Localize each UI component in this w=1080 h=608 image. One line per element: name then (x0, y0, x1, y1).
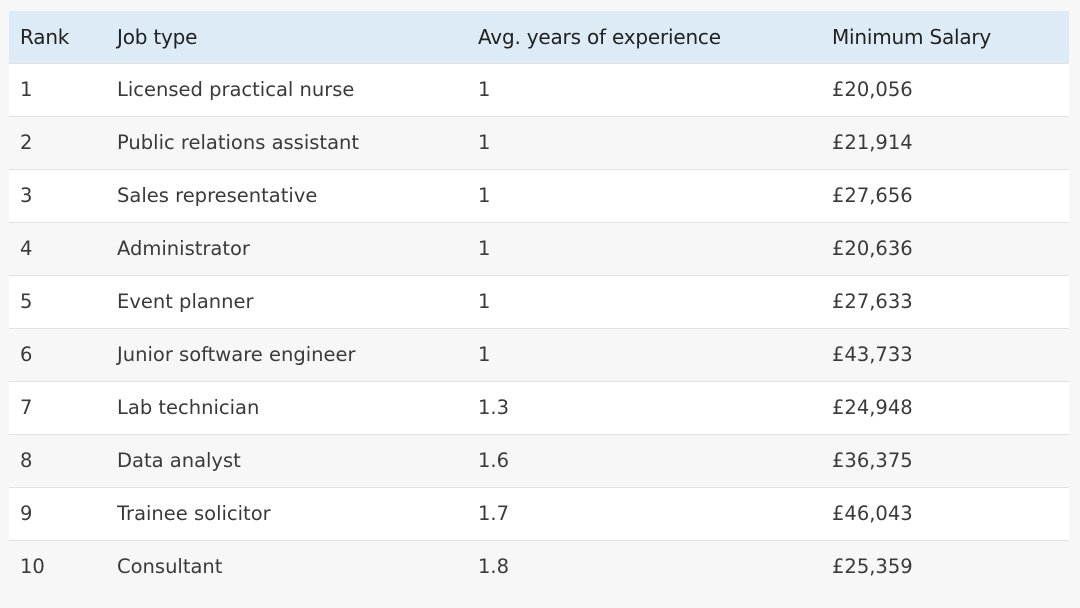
header-experience: Avg. years of experience (478, 24, 721, 49)
cell-rank: 7 (20, 396, 33, 419)
cell-rank: 6 (20, 343, 33, 366)
cell-experience: 1 (478, 184, 491, 207)
cell-salary: £36,375 (832, 449, 913, 472)
cell-salary: £43,733 (832, 343, 913, 366)
table-row: 2 Public relations assistant 1 £21,914 (9, 116, 1069, 169)
salary-table-container: Rank Job type Avg. years of experience M… (9, 11, 1069, 593)
table-header: Rank Job type Avg. years of experience M… (9, 11, 1069, 63)
cell-rank: 9 (20, 502, 33, 525)
cell-experience: 1 (478, 78, 491, 101)
salary-table: Rank Job type Avg. years of experience M… (9, 11, 1069, 593)
header-row: Rank Job type Avg. years of experience M… (9, 11, 1069, 63)
table-row: 8 Data analyst 1.6 £36,375 (9, 434, 1069, 487)
table-body: 1 Licensed practical nurse 1 £20,056 2 Public… (9, 63, 1069, 593)
cell-job-type: Lab technician (117, 396, 260, 419)
table-row: 9 Trainee solicitor 1.7 £46,043 (9, 487, 1069, 540)
cell-salary: £20,056 (832, 78, 913, 101)
cell-job-type: Data analyst (117, 449, 241, 472)
cell-salary: £46,043 (832, 502, 913, 525)
cell-experience: 1.7 (478, 502, 510, 525)
cell-job-type: Consultant (117, 555, 223, 579)
cell-experience: 1.3 (478, 396, 510, 419)
cell-job-type: Trainee solicitor (117, 502, 271, 525)
table-row: 10 Consultant 1.8 £25,359 (9, 540, 1069, 593)
cell-salary: £20,636 (832, 237, 913, 260)
cell-salary: £27,656 (832, 184, 913, 207)
cell-job-type: Administrator (117, 237, 250, 260)
cell-rank: 8 (20, 449, 33, 472)
cell-salary: £27,633 (832, 290, 913, 313)
cell-salary: £24,948 (832, 396, 913, 419)
cell-rank: 1 (20, 78, 33, 101)
cell-experience: 1 (478, 131, 491, 154)
cell-salary: £25,359 (832, 555, 913, 579)
table-row: 4 Administrator 1 £20,636 (9, 222, 1069, 275)
cell-job-type: Event planner (117, 290, 254, 313)
table-row: 1 Licensed practical nurse 1 £20,056 (9, 63, 1069, 116)
cell-job-type: Licensed practical nurse (117, 78, 355, 101)
header-job-type: Job type (117, 24, 198, 49)
header-rank: Rank (20, 24, 70, 49)
table-row: 3 Sales representative 1 £27,656 (9, 169, 1069, 222)
cell-job-type: Sales representative (117, 184, 318, 207)
table-row: 5 Event planner 1 £27,633 (9, 275, 1069, 328)
cell-salary: £21,914 (832, 131, 913, 154)
cell-experience: 1.8 (478, 555, 510, 579)
table-row: 6 Junior software engineer 1 £43,733 (9, 328, 1069, 381)
header-salary: Minimum Salary (832, 24, 992, 49)
cell-rank: 5 (20, 290, 33, 313)
cell-rank: 10 (20, 555, 45, 579)
table-row: 7 Lab technician 1.3 £24,948 (9, 381, 1069, 434)
cell-rank: 2 (20, 131, 33, 154)
cell-experience: 1 (478, 237, 491, 260)
cell-job-type: Junior software engineer (117, 343, 356, 366)
cell-rank: 3 (20, 184, 33, 207)
cell-rank: 4 (20, 237, 33, 260)
cell-job-type: Public relations assistant (117, 131, 360, 154)
cell-experience: 1 (478, 290, 491, 313)
cell-experience: 1 (478, 343, 491, 366)
cell-experience: 1.6 (478, 449, 510, 472)
